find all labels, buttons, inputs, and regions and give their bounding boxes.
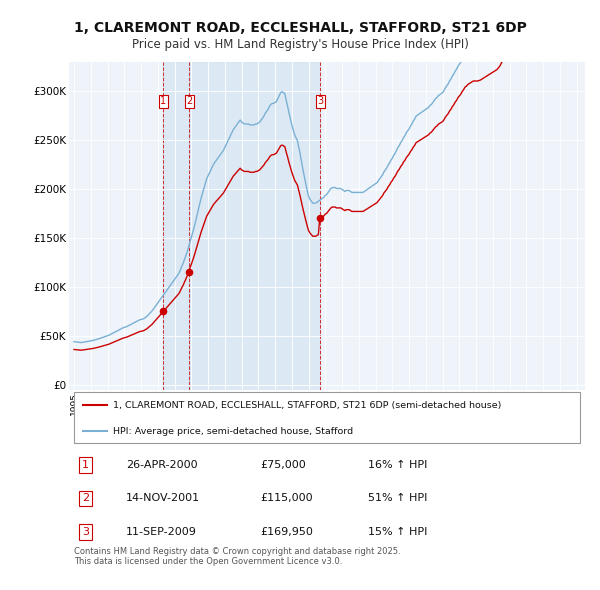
Text: 2: 2 (186, 96, 192, 106)
Text: £75,000: £75,000 (260, 460, 305, 470)
Text: 26-APR-2000: 26-APR-2000 (126, 460, 197, 470)
Bar (163, 62, 189, 389)
Text: 1: 1 (160, 96, 166, 106)
Text: £115,000: £115,000 (260, 493, 313, 503)
Text: 16% ↑ HPI: 16% ↑ HPI (368, 460, 428, 470)
FancyBboxPatch shape (74, 392, 580, 443)
Point (184, 267, 194, 277)
Text: Contains HM Land Registry data © Crown copyright and database right 2025.
This d: Contains HM Land Registry data © Crown c… (74, 546, 401, 566)
Text: 15% ↑ HPI: 15% ↑ HPI (368, 527, 428, 537)
Bar (189, 62, 320, 389)
Text: 1, CLAREMONT ROAD, ECCLESHALL, STAFFORD, ST21 6DP: 1, CLAREMONT ROAD, ECCLESHALL, STAFFORD,… (74, 21, 526, 35)
Text: 1, CLAREMONT ROAD, ECCLESHALL, STAFFORD, ST21 6DP (semi-detached house): 1, CLAREMONT ROAD, ECCLESHALL, STAFFORD,… (113, 401, 501, 409)
Text: 2: 2 (82, 493, 89, 503)
Text: 3: 3 (317, 96, 323, 106)
Text: 14-NOV-2001: 14-NOV-2001 (126, 493, 200, 503)
Point (158, 307, 168, 316)
Text: 3: 3 (82, 527, 89, 537)
Text: 1: 1 (82, 460, 89, 470)
Text: 11-SEP-2009: 11-SEP-2009 (126, 527, 197, 537)
Text: Price paid vs. HM Land Registry's House Price Index (HPI): Price paid vs. HM Land Registry's House … (131, 38, 469, 51)
Text: 51% ↑ HPI: 51% ↑ HPI (368, 493, 428, 503)
Text: £169,950: £169,950 (260, 527, 313, 537)
Text: HPI: Average price, semi-detached house, Stafford: HPI: Average price, semi-detached house,… (113, 427, 353, 435)
Point (316, 214, 325, 223)
